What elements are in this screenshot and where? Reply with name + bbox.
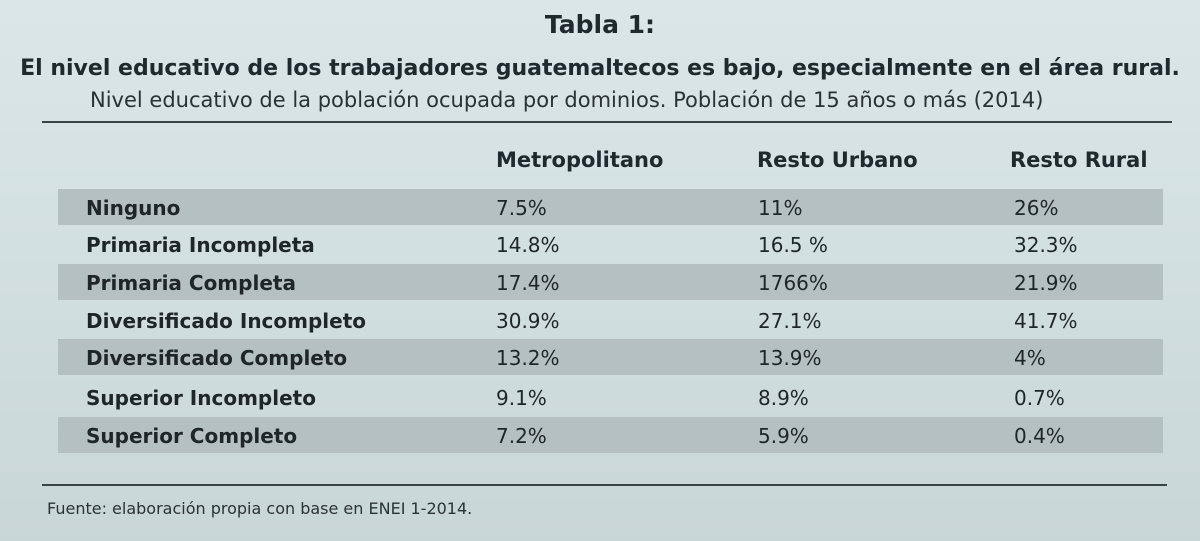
table-title: Tabla 1: bbox=[544, 10, 656, 39]
cell-metropolitano: 14.8% bbox=[496, 233, 560, 257]
table-row: Ninguno 7.5% 11% 26% bbox=[58, 189, 1163, 225]
cell-resto-rural: 21.9% bbox=[1014, 271, 1078, 295]
column-header-resto-rural: Resto Rural bbox=[1010, 148, 1148, 172]
cell-resto-urbano: 27.1% bbox=[758, 309, 822, 333]
table-row: Superior Incompleto 9.1% 8.9% 0.7% bbox=[58, 379, 1163, 415]
table-caption: Nivel educativo de la población ocupada … bbox=[90, 88, 1044, 112]
cell-resto-urbano: 1766% bbox=[758, 271, 828, 295]
row-label: Superior Completo bbox=[86, 424, 298, 448]
cell-resto-urbano: 16.5 % bbox=[758, 233, 828, 257]
cell-resto-urbano: 5.9% bbox=[758, 424, 809, 448]
top-divider bbox=[42, 121, 1172, 123]
row-label: Diversificado Completo bbox=[86, 346, 348, 370]
row-label: Ninguno bbox=[86, 196, 181, 220]
table-row: Superior Completo 7.2% 5.9% 0.4% bbox=[58, 417, 1163, 453]
table-row: Diversificado Completo 13.2% 13.9% 4% bbox=[58, 339, 1163, 375]
source-note: Fuente: elaboración propia con base en E… bbox=[47, 499, 473, 518]
cell-resto-urbano: 13.9% bbox=[758, 346, 822, 370]
cell-metropolitano: 9.1% bbox=[496, 386, 547, 410]
table-row: Primaria Incompleta 14.8% 16.5 % 32.3% bbox=[58, 226, 1163, 262]
row-label: Primaria Incompleta bbox=[86, 233, 315, 257]
row-label: Superior Incompleto bbox=[86, 386, 316, 410]
cell-resto-rural: 0.4% bbox=[1014, 424, 1065, 448]
cell-resto-rural: 26% bbox=[1014, 196, 1059, 220]
row-label: Diversificado Incompleto bbox=[86, 309, 367, 333]
cell-resto-rural: 0.7% bbox=[1014, 386, 1065, 410]
cell-resto-rural: 4% bbox=[1014, 346, 1046, 370]
cell-resto-rural: 32.3% bbox=[1014, 233, 1078, 257]
cell-metropolitano: 30.9% bbox=[496, 309, 560, 333]
cell-metropolitano: 17.4% bbox=[496, 271, 560, 295]
row-label: Primaria Completa bbox=[86, 271, 296, 295]
table-row: Primaria Completa 17.4% 1766% 21.9% bbox=[58, 264, 1163, 300]
column-header-resto-urbano: Resto Urbano bbox=[757, 148, 918, 172]
table-row: Diversificado Incompleto 30.9% 27.1% 41.… bbox=[58, 302, 1163, 338]
cell-metropolitano: 7.5% bbox=[496, 196, 547, 220]
cell-resto-rural: 41.7% bbox=[1014, 309, 1078, 333]
cell-resto-urbano: 11% bbox=[758, 196, 803, 220]
table-subtitle: El nivel educativo de los trabajadores g… bbox=[20, 56, 1180, 81]
column-header-metropolitano: Metropolitano bbox=[496, 148, 664, 172]
cell-metropolitano: 13.2% bbox=[496, 346, 560, 370]
cell-resto-urbano: 8.9% bbox=[758, 386, 809, 410]
bottom-divider bbox=[42, 484, 1167, 486]
cell-metropolitano: 7.2% bbox=[496, 424, 547, 448]
